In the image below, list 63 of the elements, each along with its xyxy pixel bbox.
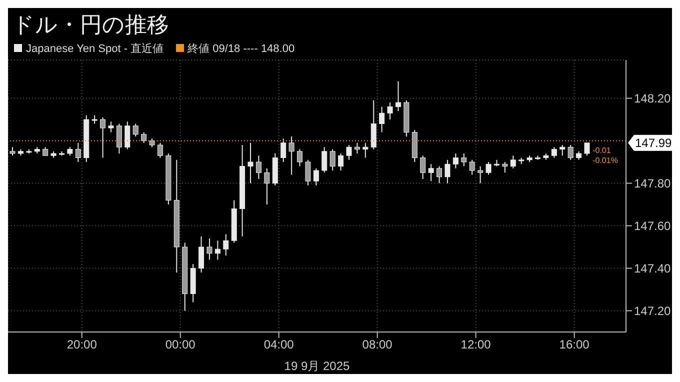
candlestick [297, 148, 302, 167]
candlestick [305, 159, 311, 186]
x-tick-label: 08:00 [362, 338, 393, 352]
candlestick [428, 164, 434, 182]
y-tick-label: 147.40 [634, 262, 672, 276]
candlestick [584, 142, 590, 156]
chart-title: ドル・円の推移 [11, 12, 170, 40]
candlestick [214, 240, 220, 260]
candlestick [370, 100, 376, 150]
candlestick [568, 144, 574, 160]
candlestick [387, 102, 393, 120]
y-tick-label: 147.60 [634, 219, 672, 234]
candlestick [313, 168, 319, 186]
candlestick [116, 123, 122, 154]
candlestick [141, 132, 147, 144]
candlestick [436, 166, 442, 184]
candlestick [452, 153, 458, 169]
candlestick [157, 142, 163, 158]
candlestick [478, 166, 484, 184]
candlestick [256, 155, 262, 180]
candlestick [420, 155, 426, 180]
x-tick-label: 20:00 [66, 338, 98, 352]
x-axis-title: 19 9月 2025 [284, 359, 350, 373]
legend-label: 終値 09/18 ---- 148.00 [186, 42, 295, 56]
candlestick [338, 153, 344, 171]
candlestick [395, 80, 401, 112]
candlestick [198, 236, 204, 273]
y-tick-label: 148.20 [634, 92, 672, 106]
candlestick [486, 162, 492, 176]
x-tick-label: 00:00 [165, 338, 196, 352]
annotation: -0.01% [592, 156, 618, 165]
y-tick-label: 147.80 [634, 176, 672, 191]
candlestick [510, 155, 516, 169]
candlestick [330, 148, 336, 171]
candlestick [346, 144, 352, 160]
y-tick-label: 147.20 [634, 304, 672, 318]
candlestick [444, 159, 450, 184]
x-tick-label: 12:00 [460, 338, 492, 352]
candlestick [362, 142, 368, 158]
x-tick-label: 16:00 [559, 338, 590, 352]
candlestick [264, 168, 270, 205]
candlestick [288, 136, 294, 176]
candlestick [322, 146, 328, 174]
annotation: -0.01 [592, 146, 612, 155]
candlestick [100, 116, 106, 158]
legend-label: Japanese Yen Spot - 直近値 [25, 42, 164, 56]
candlestick [132, 123, 138, 137]
candlestick [206, 238, 212, 260]
candlestick [223, 234, 229, 256]
candlestick [379, 106, 385, 133]
candlestick [551, 146, 557, 158]
candlestick [75, 142, 81, 162]
candlestick [560, 144, 566, 156]
candlestick [469, 159, 475, 176]
candlestick [502, 162, 508, 174]
candlestick [108, 121, 114, 133]
candlestick [124, 121, 130, 150]
candlestick [461, 153, 467, 167]
text: 147.99 [635, 136, 672, 150]
x-tick-label: 04:00 [264, 338, 294, 352]
candlestick [354, 142, 360, 154]
candlestick [248, 142, 254, 184]
candlestick [280, 138, 286, 162]
